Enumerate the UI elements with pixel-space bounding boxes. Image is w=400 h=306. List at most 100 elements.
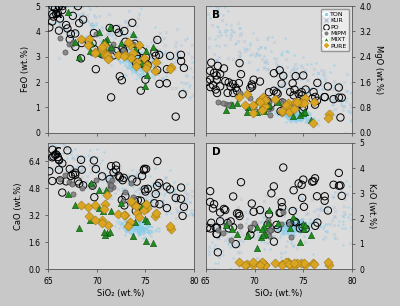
Point <box>236 259 242 264</box>
Point <box>294 114 300 119</box>
Point <box>285 224 292 229</box>
Point <box>137 54 143 59</box>
Point <box>129 223 135 228</box>
Point <box>48 12 55 17</box>
Point <box>301 115 308 120</box>
Point <box>262 103 268 108</box>
Point <box>316 207 323 212</box>
Point <box>88 27 94 32</box>
Point <box>80 182 86 187</box>
Point <box>112 223 118 228</box>
Point <box>310 252 316 256</box>
Point <box>266 100 272 105</box>
Point <box>294 114 300 119</box>
Point <box>295 224 301 229</box>
Point <box>280 112 287 117</box>
Point <box>84 42 91 47</box>
Point <box>66 37 73 42</box>
Point <box>258 234 264 239</box>
Point <box>149 57 156 62</box>
Point <box>53 4 60 9</box>
Point <box>131 54 137 59</box>
Point <box>334 223 341 228</box>
Point <box>282 110 288 115</box>
Point <box>140 58 147 63</box>
Point <box>287 221 293 226</box>
Point <box>300 221 306 226</box>
Point <box>150 76 157 80</box>
Point <box>314 98 320 103</box>
Point <box>183 73 189 77</box>
Point <box>129 60 135 65</box>
Point <box>145 229 151 234</box>
Point <box>130 225 136 230</box>
Point <box>132 199 138 204</box>
Point <box>265 107 271 112</box>
Point <box>290 209 296 214</box>
Point <box>148 39 154 44</box>
Point <box>141 73 147 78</box>
Point <box>303 114 309 119</box>
Point <box>221 29 228 34</box>
Point <box>271 88 277 93</box>
Point <box>141 235 148 240</box>
Point <box>297 109 303 114</box>
Point <box>348 225 354 230</box>
Point <box>237 229 243 233</box>
Point <box>290 188 297 193</box>
Point <box>299 114 306 118</box>
Point <box>143 201 149 206</box>
Point <box>148 233 154 238</box>
Point <box>268 110 274 115</box>
Point <box>318 83 324 88</box>
Point <box>264 36 271 41</box>
Point <box>135 225 142 230</box>
Point <box>214 246 221 251</box>
Point <box>300 114 306 119</box>
Point <box>331 223 338 228</box>
Point <box>277 113 283 118</box>
Point <box>104 193 110 198</box>
Point <box>294 114 300 118</box>
Point <box>284 114 291 118</box>
Point <box>126 226 132 230</box>
Point <box>124 220 130 225</box>
Point <box>136 51 143 56</box>
Point <box>144 63 150 68</box>
Point <box>49 4 56 9</box>
Point <box>279 110 286 114</box>
Point <box>300 221 306 226</box>
Point <box>123 228 129 233</box>
Point <box>265 66 272 71</box>
Point <box>137 217 144 222</box>
Point <box>217 29 223 34</box>
Point <box>297 116 303 121</box>
Point <box>146 229 152 234</box>
Point <box>63 179 69 184</box>
Point <box>98 24 105 29</box>
Point <box>64 145 70 150</box>
Point <box>48 5 54 10</box>
Point <box>273 225 279 230</box>
Point <box>298 111 305 116</box>
Point <box>303 117 310 122</box>
Point <box>135 223 141 228</box>
Point <box>129 32 136 36</box>
Point <box>96 188 102 192</box>
Point <box>253 52 260 57</box>
Point <box>138 6 144 11</box>
Point <box>234 211 240 216</box>
Point <box>138 65 144 70</box>
Point <box>289 112 296 117</box>
Point <box>68 174 74 178</box>
Point <box>108 208 114 213</box>
Point <box>235 39 241 44</box>
Point <box>272 108 278 113</box>
Point <box>145 59 152 64</box>
Point <box>145 76 152 81</box>
Point <box>298 224 304 229</box>
Point <box>151 201 158 206</box>
Point <box>137 231 144 236</box>
Point <box>191 207 197 212</box>
Point <box>267 226 274 230</box>
